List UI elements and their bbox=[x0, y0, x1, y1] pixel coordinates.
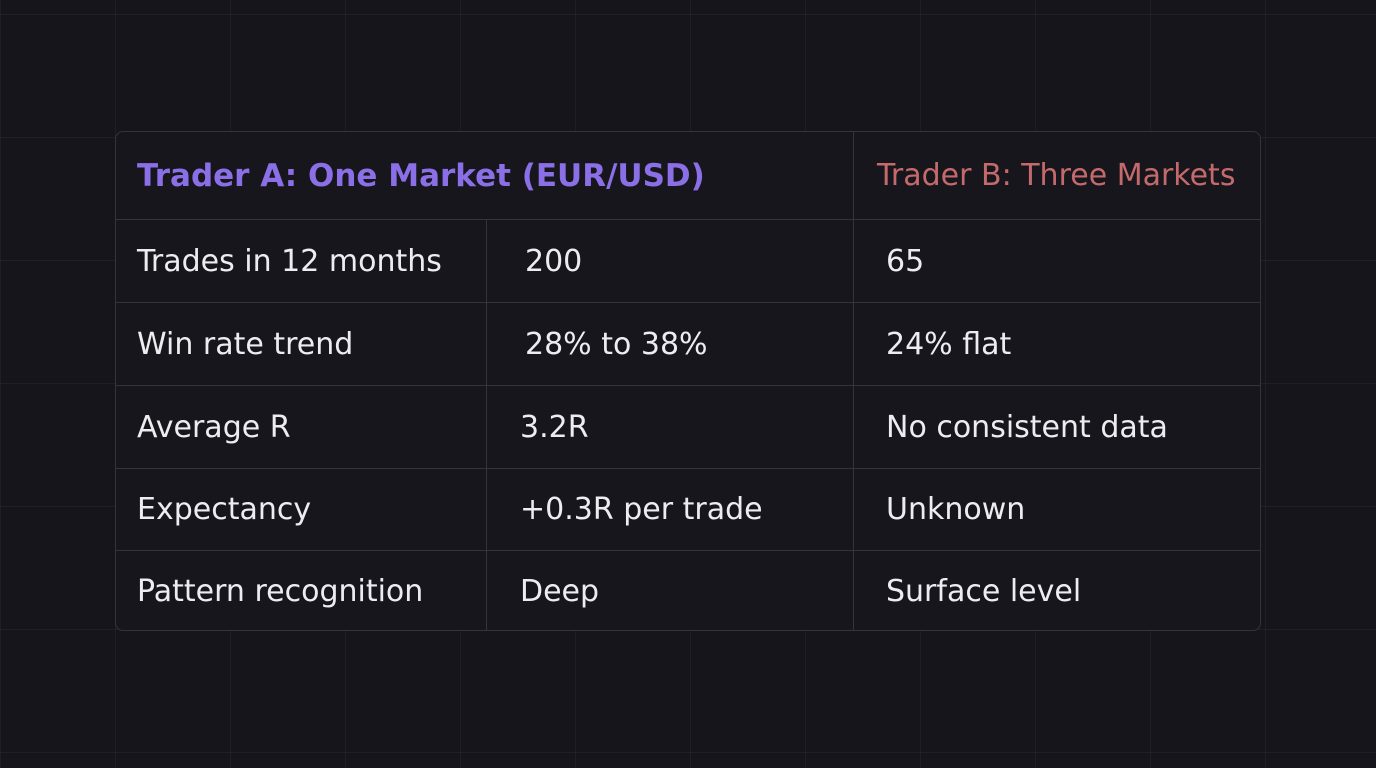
trader-b-header: Trader B: Three Markets bbox=[877, 158, 1236, 193]
trader-b-value: 65 bbox=[886, 243, 925, 279]
column-divider bbox=[853, 551, 854, 630]
table-row: Win rate trend 28% to 38% 24% flat bbox=[116, 302, 1260, 385]
comparison-table: Trader A: One Market (EUR/USD) Trader B:… bbox=[115, 131, 1261, 631]
trader-a-value: Deep bbox=[520, 574, 600, 609]
column-divider bbox=[853, 386, 854, 468]
column-divider bbox=[486, 303, 487, 385]
column-divider bbox=[853, 220, 854, 302]
table-row: Expectancy +0.3R per trade Unknown bbox=[116, 468, 1260, 550]
column-divider bbox=[486, 386, 487, 468]
table-row: Trades in 12 months 200 65 bbox=[116, 219, 1260, 302]
trader-a-value: +0.3R per trade bbox=[520, 492, 763, 527]
row-label: Pattern recognition bbox=[137, 574, 424, 609]
row-label: Trades in 12 months bbox=[137, 243, 442, 279]
table-row: Pattern recognition Deep Surface level bbox=[116, 550, 1260, 630]
column-divider bbox=[853, 132, 854, 219]
column-divider bbox=[853, 303, 854, 385]
trader-b-value: Unknown bbox=[886, 492, 1026, 527]
row-label: Win rate trend bbox=[137, 326, 354, 362]
row-label: Average R bbox=[137, 409, 291, 445]
table-row: Average R 3.2R No consistent data bbox=[116, 385, 1260, 468]
trader-a-value: 28% to 38% bbox=[525, 326, 708, 362]
column-divider bbox=[853, 469, 854, 550]
column-divider bbox=[486, 469, 487, 550]
column-divider bbox=[486, 551, 487, 630]
trader-b-value: No consistent data bbox=[886, 409, 1168, 445]
row-label: Expectancy bbox=[137, 492, 312, 527]
trader-a-value: 200 bbox=[525, 243, 583, 279]
table-header-row: Trader A: One Market (EUR/USD) Trader B:… bbox=[116, 132, 1260, 219]
trader-a-header: Trader A: One Market (EUR/USD) bbox=[137, 157, 705, 194]
trader-b-value: Surface level bbox=[886, 574, 1082, 609]
trader-b-value: 24% flat bbox=[886, 326, 1012, 362]
trader-a-value: 3.2R bbox=[520, 409, 589, 445]
column-divider bbox=[486, 220, 487, 302]
